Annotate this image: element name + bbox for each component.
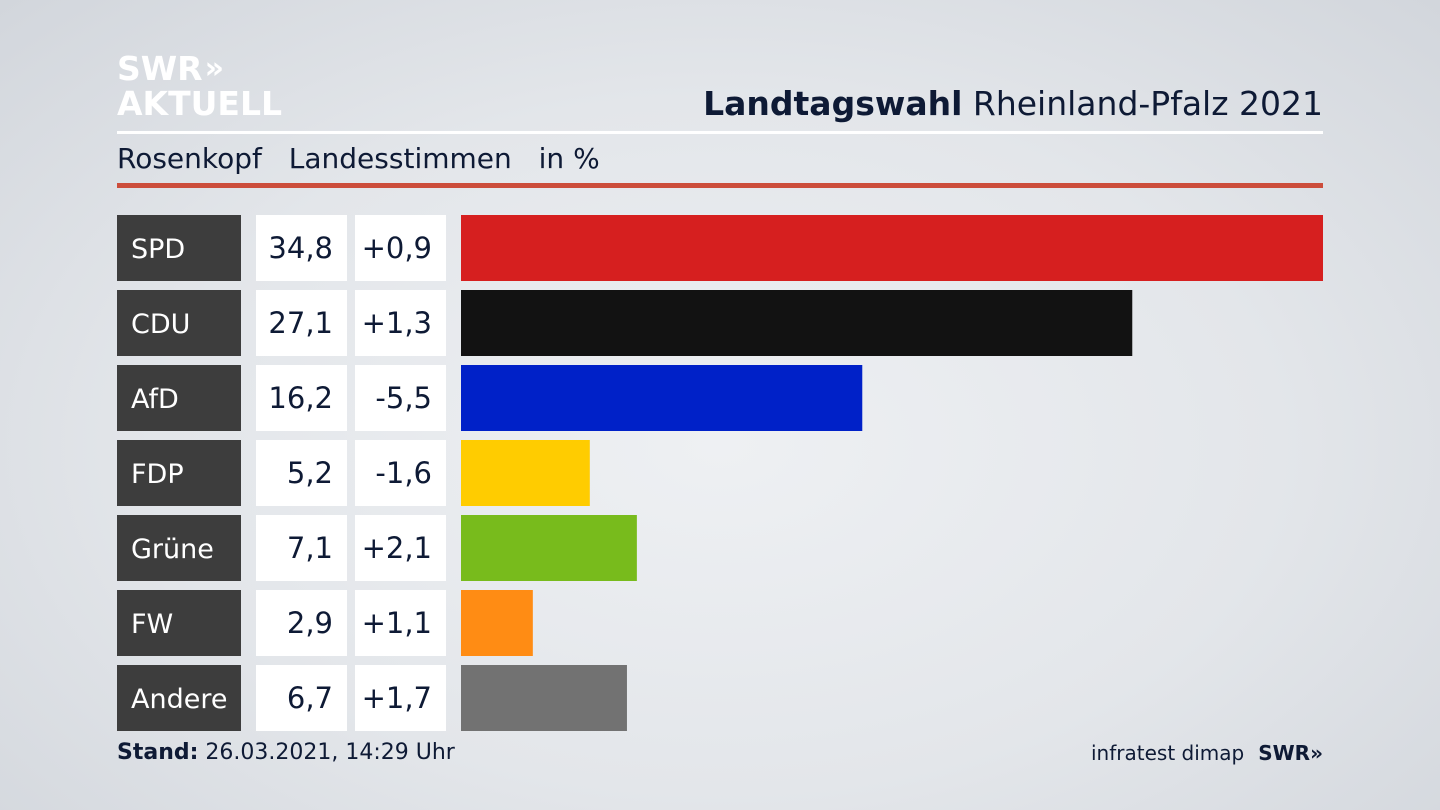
party-label-spd: SPD (131, 234, 185, 265)
party-label-gr-ne: Grüne (131, 534, 214, 565)
change-box-fdp (355, 440, 446, 506)
source-text: infratest dimap (1091, 741, 1245, 765)
value-label-gr-ne: 7,1 (287, 531, 333, 565)
subtitle-region: Rosenkopf (117, 142, 262, 175)
value-label-afd: 16,2 (268, 381, 333, 415)
stand-label: Stand: (117, 740, 199, 765)
change-box-cdu (355, 290, 446, 356)
bar-spd (461, 215, 1323, 281)
change-box-afd (355, 365, 446, 431)
value-label-spd: 34,8 (268, 231, 333, 265)
bar-fdp (461, 440, 590, 506)
value-label-andere: 6,7 (287, 681, 333, 715)
value-box-afd (256, 365, 347, 431)
change-label-afd: -5,5 (375, 381, 432, 415)
value-box-fdp (256, 440, 347, 506)
value-box-gr-ne (256, 515, 347, 581)
chart-title: Landtagswahl Rheinland-Pfalz 2021 (703, 84, 1323, 123)
source-credit: infratest dimap SWR» (1091, 741, 1323, 765)
party-label-fw: FW (131, 609, 173, 640)
subtitle-unit: in % (538, 142, 600, 175)
party-label-box-fdp (117, 440, 241, 506)
change-box-gr-ne (355, 515, 446, 581)
bar-fw (461, 590, 533, 656)
change-box-fw (355, 590, 446, 656)
change-label-fw: +1,1 (362, 606, 432, 640)
party-label-box-gr-ne (117, 515, 241, 581)
value-label-cdu: 27,1 (268, 306, 333, 340)
value-box-spd (256, 215, 347, 281)
bar-afd (461, 365, 863, 431)
party-label-afd: AfD (131, 384, 179, 415)
value-label-fw: 2,9 (287, 606, 333, 640)
bar-cdu (461, 290, 1133, 356)
change-label-andere: +1,7 (362, 681, 432, 715)
swr-brand-logo: SWR» (1258, 741, 1323, 765)
value-label-fdp: 5,2 (287, 456, 333, 490)
value-box-fw (256, 590, 347, 656)
party-label-box-fw (117, 590, 241, 656)
party-label-box-afd (117, 365, 241, 431)
title-bold: Landtagswahl (703, 84, 963, 123)
logo-swr-text: SWR (117, 49, 203, 88)
bar-andere (461, 665, 627, 731)
value-box-cdu (256, 290, 347, 356)
value-box-andere (256, 665, 347, 731)
chart-subtitle: Rosenkopf Landesstimmen in % (117, 142, 618, 175)
subtitle-divider (117, 183, 1323, 188)
change-label-spd: +0,9 (362, 231, 432, 265)
party-label-box-spd (117, 215, 241, 281)
swr-aktuell-logo: SWR» AKTUELL (117, 52, 282, 120)
bar-gr-ne (461, 515, 637, 581)
stand-value: 26.03.2021, 14:29 Uhr (205, 740, 455, 765)
title-rest: Rheinland-Pfalz 2021 (972, 84, 1323, 123)
timestamp: Stand: 26.03.2021, 14:29 Uhr (117, 740, 455, 765)
party-label-box-cdu (117, 290, 241, 356)
party-label-fdp: FDP (131, 459, 184, 490)
change-label-gr-ne: +2,1 (362, 531, 432, 565)
change-label-cdu: +1,3 (362, 306, 432, 340)
change-label-fdp: -1,6 (375, 456, 432, 490)
party-label-andere: Andere (131, 684, 227, 715)
change-box-andere (355, 665, 446, 731)
logo-aktuell-text: AKTUELL (117, 84, 283, 123)
party-label-box-andere (117, 665, 241, 731)
party-label-cdu: CDU (131, 309, 190, 340)
change-box-spd (355, 215, 446, 281)
subtitle-measure: Landesstimmen (288, 142, 512, 175)
header-divider (117, 131, 1323, 134)
